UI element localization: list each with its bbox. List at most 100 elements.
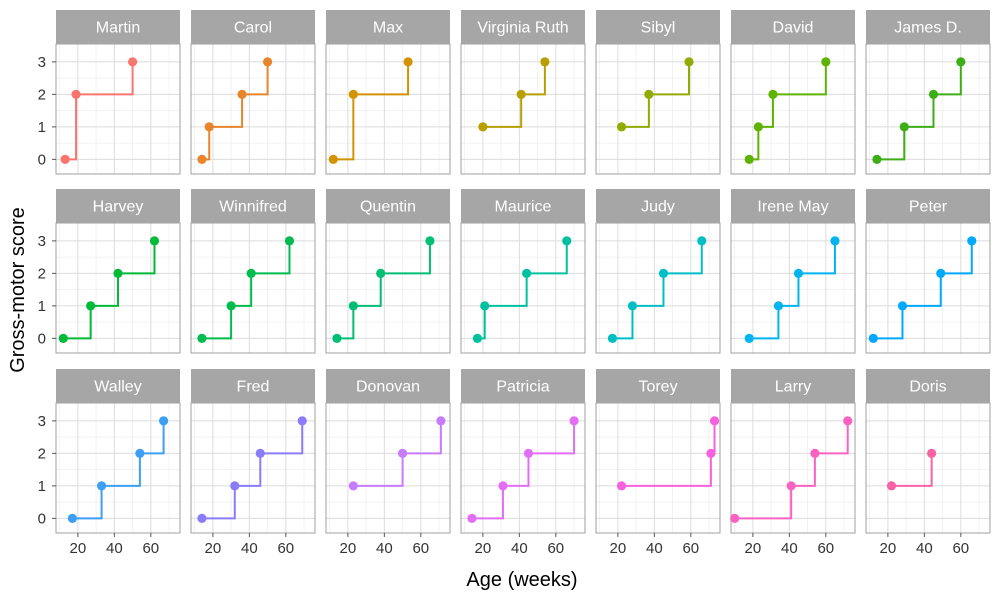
facet-strip — [596, 189, 720, 223]
data-point — [67, 513, 78, 523]
facet-strip — [191, 10, 315, 44]
facet-label: Judy — [641, 199, 675, 216]
y-tick-label: 1 — [38, 478, 46, 495]
data-point — [658, 268, 669, 278]
facet-panel: Judy — [595, 189, 721, 354]
data-point — [897, 301, 908, 311]
data-point — [730, 513, 740, 523]
data-point — [149, 236, 160, 246]
y-axis-title: Gross-motor score — [7, 207, 29, 373]
facet-label: Max — [373, 20, 403, 37]
x-tick-label: 40 — [106, 540, 123, 557]
facet-panel: Peter — [865, 189, 991, 354]
data-point — [478, 122, 488, 132]
panel-background — [190, 222, 316, 354]
facet-label: Peter — [909, 199, 948, 216]
facet-panel: Patricia 20 40 60 — [460, 369, 586, 557]
facet-strip — [56, 10, 180, 44]
data-point — [226, 301, 236, 311]
data-point — [297, 416, 307, 426]
data-point — [197, 154, 207, 164]
x-tick-label: 20 — [340, 540, 357, 557]
facet-label: Doris — [909, 379, 946, 396]
y-tick-label: 1 — [38, 298, 46, 315]
facet-label: Larry — [775, 379, 811, 396]
series-step-line — [201, 240, 291, 340]
facet-panel: Sibyl — [595, 10, 721, 175]
data-point — [744, 154, 754, 164]
x-tick-label: 40 — [646, 540, 663, 557]
y-tick-label: 3 — [38, 54, 46, 71]
data-point — [786, 481, 796, 491]
data-point — [540, 57, 550, 67]
data-point — [569, 416, 579, 426]
data-point — [607, 333, 618, 343]
data-point — [58, 333, 68, 343]
x-axis-title: Age (weeks) — [466, 569, 577, 591]
facet-label: David — [773, 20, 814, 37]
facet-strip — [461, 369, 585, 403]
data-point — [709, 416, 720, 426]
x-tick-label: 40 — [511, 540, 528, 557]
data-point — [403, 57, 413, 67]
x-tick-label: 60 — [952, 540, 969, 557]
x-tick-label: 40 — [376, 540, 393, 557]
facet-label: Harvey — [93, 199, 144, 216]
facet-panel: Torey 20 40 60 — [595, 369, 721, 557]
facet-panel: Winnifred — [190, 189, 316, 354]
data-point — [830, 236, 840, 246]
panel-background — [865, 402, 991, 534]
data-point — [956, 57, 966, 67]
data-point — [744, 333, 754, 343]
facet-strip — [461, 10, 585, 44]
data-point — [773, 301, 784, 311]
panel-background — [190, 402, 316, 534]
series-step-line — [891, 453, 933, 487]
series-step-line — [477, 240, 568, 340]
x-tick-label: 40 — [781, 540, 798, 557]
data-point — [967, 236, 977, 246]
facet-label: Virginia Ruth — [477, 20, 568, 37]
data-point — [899, 122, 909, 132]
series-step-line — [63, 240, 156, 340]
panel-background — [595, 402, 721, 534]
data-point — [348, 481, 358, 491]
facet-label: Patricia — [496, 379, 549, 396]
facet-panel: Doris 20 40 60 — [865, 369, 991, 557]
facet-label: Fred — [237, 379, 270, 396]
data-point — [246, 268, 256, 278]
data-point — [793, 268, 804, 278]
panel-background — [325, 402, 451, 534]
facet-label: Walley — [94, 379, 141, 396]
data-point — [135, 448, 145, 458]
data-point — [158, 416, 169, 426]
series-step-line — [201, 420, 304, 520]
data-point — [768, 89, 778, 99]
data-point — [71, 89, 81, 99]
facet-panel: Harvey 0 1 2 3 — [38, 189, 181, 354]
data-point — [255, 448, 265, 458]
series-step-line — [734, 420, 849, 520]
facet-panel: Quentin — [325, 189, 451, 354]
data-point — [230, 481, 240, 491]
x-tick-label: 40 — [916, 540, 933, 557]
series-step-line — [201, 61, 269, 161]
x-tick-label: 20 — [475, 540, 492, 557]
data-point — [516, 89, 526, 99]
x-tick-label: 60 — [682, 540, 699, 557]
series-step-line — [72, 420, 165, 520]
panel-background — [865, 43, 991, 175]
data-point — [843, 416, 853, 426]
facet-strip — [866, 10, 990, 44]
data-point — [706, 448, 716, 458]
facet-strip — [596, 369, 720, 403]
facet-strip — [326, 189, 450, 223]
y-tick-label: 2 — [38, 86, 46, 103]
panel-background — [190, 43, 316, 175]
facet-strip — [326, 369, 450, 403]
x-tick-label: 60 — [142, 540, 159, 557]
x-tick-label: 40 — [241, 540, 258, 557]
data-point — [204, 122, 214, 132]
y-tick-label: 3 — [38, 233, 46, 250]
facet-label: Donovan — [356, 379, 420, 396]
